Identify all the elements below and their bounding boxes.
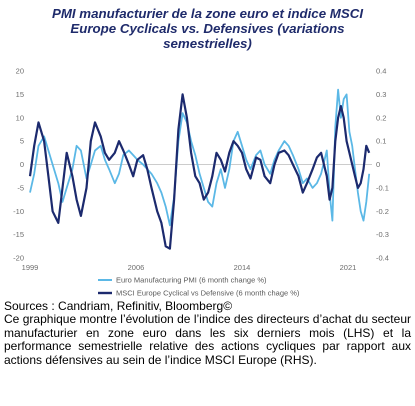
right-axis-tick-label: 0.2 <box>376 113 386 122</box>
description-paragraph: Ce graphique montre l’évolution de l’ind… <box>4 312 411 367</box>
right-axis-tick-label: -0.1 <box>376 183 389 192</box>
right-axis-tick-label: -0.2 <box>376 207 389 216</box>
legend: Euro Manufacturing PMI (6 month change %… <box>98 276 300 298</box>
right-axis-tick-label: -0.3 <box>376 230 389 239</box>
chart-title-line-1: PMI manufacturier de la zone euro et ind… <box>51 6 364 21</box>
left-axis-ticks: 20 15 10 5 0 -5 -10 -15 -20 <box>13 67 24 263</box>
x-axis-tick-label: 2021 <box>340 263 357 272</box>
sources-line: Sources : Candriam, Refinitiv, Bloomberg… <box>4 299 233 313</box>
series-line-euro-pmi <box>29 88 371 227</box>
right-axis-tick-label: 0 <box>376 160 380 169</box>
left-axis-tick-label: -20 <box>13 254 24 263</box>
chart-title: PMI manufacturier de la zone euro et ind… <box>0 6 415 51</box>
left-axis-tick-label: 15 <box>16 90 24 99</box>
caption: Sources : Candriam, Refinitiv, Bloomberg… <box>4 299 411 367</box>
x-axis-ticks: 1999 2006 2014 2021 <box>22 263 357 272</box>
legend-label-euro-pmi: Euro Manufacturing PMI (6 month change %… <box>116 276 267 285</box>
left-axis-tick-label: -5 <box>17 183 24 192</box>
left-axis-tick-label: 0 <box>20 160 24 169</box>
right-axis-tick-label: 0.3 <box>376 90 386 99</box>
chart-title-line-3: semestrielles) <box>163 36 252 51</box>
left-axis-tick-label: -15 <box>13 230 24 239</box>
x-axis-tick-label: 2006 <box>128 263 145 272</box>
right-axis-ticks: 0.4 0.3 0.2 0.1 0 -0.1 -0.2 -0.3 -0.4 <box>376 67 389 263</box>
x-axis-tick-label: 2014 <box>234 263 251 272</box>
left-axis-tick-label: 5 <box>20 137 24 146</box>
left-axis-tick-label: -10 <box>13 207 24 216</box>
x-axis-tick-label: 1999 <box>22 263 39 272</box>
dual-axis-line-chart: 20 15 10 5 0 -5 -10 -15 -20 0.4 0.3 0.2 0.1 0 -0.1 -0.… <box>13 67 389 298</box>
right-axis-tick-label: 0.4 <box>376 67 386 76</box>
right-axis-tick-label: 0.1 <box>376 137 386 146</box>
chart-title-line-2: Europe Cyclicals vs. Defensives (variati… <box>70 21 345 36</box>
legend-label-msci: MSCI Europe Cyclical vs Defensive (6 mon… <box>116 289 300 298</box>
series-line-msci-cyclical-vs-defensive <box>28 93 371 250</box>
right-axis-tick-label: -0.4 <box>376 254 389 263</box>
left-axis-tick-label: 10 <box>16 113 24 122</box>
left-axis-tick-label: 20 <box>16 67 24 76</box>
